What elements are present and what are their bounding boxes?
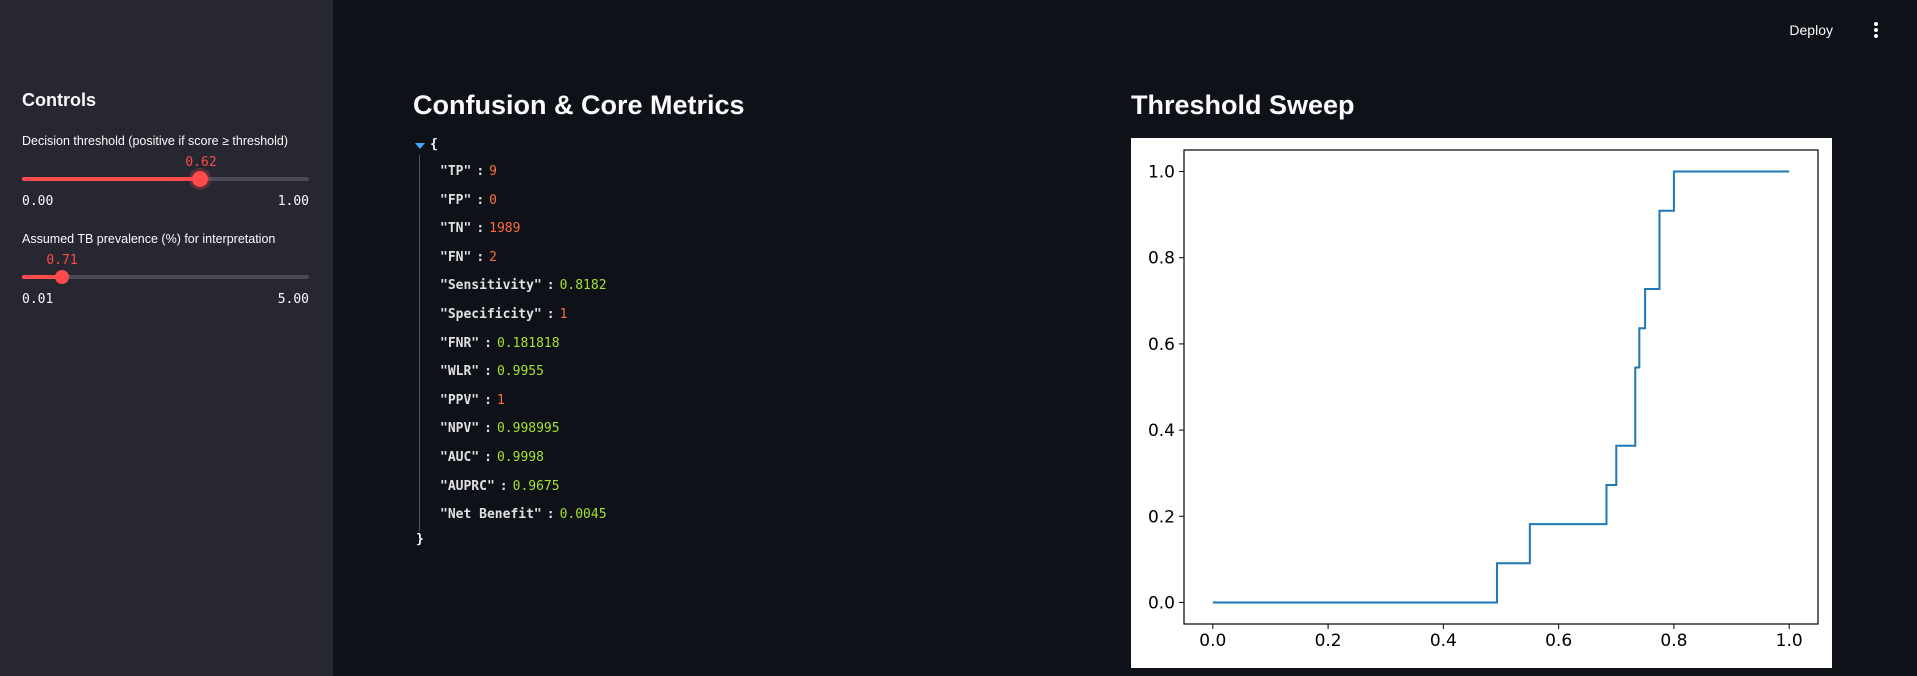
sidebar-title: Controls <box>22 90 96 110</box>
json-close-brace: } <box>416 532 424 547</box>
y-tick-label: 1.0 <box>1148 163 1175 183</box>
json-value: 0.998995 <box>496 421 560 437</box>
json-colon: : <box>546 507 555 523</box>
json-key: "FNR" <box>440 335 480 351</box>
json-value: 2 <box>489 249 497 265</box>
json-row: "Net Benefit":0.0045 <box>440 507 607 522</box>
x-tick-label: 1.0 <box>1776 631 1803 651</box>
prevalence-slider[interactable] <box>22 270 309 284</box>
json-row: "TP":9 <box>440 164 497 179</box>
json-colon: : <box>484 421 492 437</box>
json-colon: : <box>484 335 492 351</box>
json-guide-line <box>419 155 420 531</box>
json-row: "FP":0 <box>440 193 497 208</box>
json-value: 0.9955 <box>496 364 544 380</box>
json-value: 0 <box>489 192 497 208</box>
threshold-slider-label: Decision threshold (positive if score ≥ … <box>22 134 289 148</box>
x-tick-label: 0.0 <box>1199 631 1226 651</box>
json-value: 0.181818 <box>496 335 560 351</box>
json-row: "NPV":0.998995 <box>440 421 560 436</box>
top-bar: Deploy <box>333 0 1917 64</box>
json-key: "Sensitivity" <box>440 278 542 294</box>
y-tick-label: 0.4 <box>1148 421 1175 441</box>
json-row: "PPV":1 <box>440 393 505 408</box>
json-colon: : <box>546 278 555 294</box>
json-colon: : <box>476 192 485 208</box>
threshold-sweep-chart: 0.0 0.2 0.4 0.6 0.8 1.0 0.0 0.2 0.4 0.6 0.8 1.0 <box>1131 138 1832 668</box>
threshold-slider-min: 0.00 <box>22 194 54 209</box>
json-key: "WLR" <box>440 364 480 380</box>
threshold-slider[interactable] <box>22 171 309 187</box>
threshold-slider-max: 1.00 <box>277 194 309 209</box>
threshold-slider-value: 0.62 <box>185 155 217 170</box>
x-tick-label: 0.4 <box>1430 631 1457 651</box>
sweep-title: Threshold Sweep <box>1131 90 1355 120</box>
json-key: "FP" <box>440 192 472 208</box>
json-colon: : <box>476 164 485 179</box>
x-tick-label: 0.2 <box>1315 631 1342 651</box>
threshold-sweep-svg: 0.0 0.2 0.4 0.6 0.8 1.0 0.0 0.2 0.4 0.6 0.8 1.0 <box>1148 149 1819 651</box>
json-value: 0.8182 <box>559 278 607 294</box>
json-colon: : <box>484 364 492 380</box>
json-colon: : <box>484 450 492 465</box>
json-value: 0.9675 <box>512 478 560 494</box>
json-row: "Specificity":1 <box>440 307 567 322</box>
collapse-caret-icon[interactable] <box>415 143 425 149</box>
json-value: 1 <box>496 392 505 408</box>
x-tick-label: 0.6 <box>1545 631 1572 651</box>
json-open-brace: { <box>430 137 438 152</box>
json-row: "AUC":0.9998 <box>440 450 544 465</box>
json-row: "Sensitivity":0.8182 <box>440 278 607 293</box>
json-row: "FNR":0.181818 <box>440 336 560 351</box>
json-value: 0.9998 <box>496 450 544 465</box>
plot-frame <box>1183 149 1819 625</box>
prevalence-slider-fill <box>22 275 63 279</box>
json-value: 0.0045 <box>559 507 607 523</box>
prevalence-slider-min: 0.01 <box>22 292 54 307</box>
json-key: "Net Benefit" <box>440 507 542 523</box>
metrics-title: Confusion & Core Metrics <box>413 90 745 120</box>
y-tick-label: 0.8 <box>1148 249 1175 269</box>
threshold-slider-thumb[interactable] <box>191 171 208 187</box>
y-tick-label: 0.0 <box>1148 593 1175 613</box>
json-row: "TN":1989 <box>440 221 520 236</box>
json-colon: : <box>484 392 492 408</box>
threshold-slider-fill <box>22 177 200 181</box>
json-colon: : <box>476 249 485 265</box>
json-value: 9 <box>489 164 497 179</box>
json-row: "FN":2 <box>440 250 497 265</box>
prevalence-slider-max: 5.00 <box>277 292 309 307</box>
json-key: "TN" <box>440 221 472 237</box>
json-row: "WLR":0.9955 <box>440 364 544 379</box>
json-colon: : <box>476 221 485 237</box>
prevalence-slider-thumb[interactable] <box>55 270 70 284</box>
json-key: "Specificity" <box>440 307 542 322</box>
json-key: "FN" <box>440 249 472 265</box>
y-tick-label: 0.2 <box>1148 507 1175 527</box>
json-value: 1989 <box>489 221 521 237</box>
deploy-button[interactable]: Deploy <box>1789 22 1833 38</box>
json-value: 1 <box>559 307 568 322</box>
prevalence-slider-value: 0.71 <box>46 253 78 268</box>
json-key: "AUC" <box>440 450 480 465</box>
json-colon: : <box>546 307 555 322</box>
prevalence-slider-label: Assumed TB prevalence (%) for interpreta… <box>22 232 276 246</box>
json-key: "NPV" <box>440 421 480 437</box>
y-tick-label: 0.6 <box>1148 335 1175 355</box>
kebab-menu-icon[interactable] <box>1871 22 1881 40</box>
json-colon: : <box>499 478 508 494</box>
json-row: "AUPRC":0.9675 <box>440 479 560 494</box>
json-key: "TP" <box>440 164 472 179</box>
x-tick-label: 0.8 <box>1660 631 1687 651</box>
json-key: "PPV" <box>440 392 480 408</box>
sidebar: Controls Decision threshold (positive if… <box>0 0 333 676</box>
sweep-series-line <box>1212 170 1790 604</box>
json-key: "AUPRC" <box>440 478 495 494</box>
